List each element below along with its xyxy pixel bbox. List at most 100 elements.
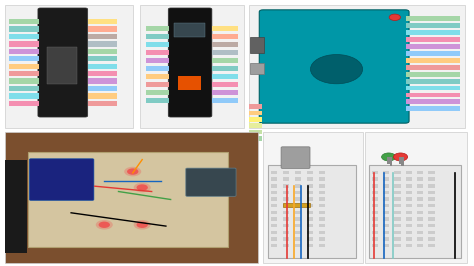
- Bar: [283, 237, 289, 241]
- Bar: [249, 123, 262, 128]
- Bar: [406, 86, 460, 90]
- Bar: [394, 244, 401, 247]
- Bar: [319, 224, 325, 227]
- Bar: [212, 42, 238, 47]
- Bar: [394, 231, 401, 234]
- Bar: [295, 171, 301, 174]
- Bar: [428, 224, 435, 227]
- Bar: [295, 224, 301, 227]
- Bar: [295, 197, 301, 201]
- Bar: [406, 99, 460, 104]
- Bar: [9, 49, 39, 54]
- Bar: [372, 237, 378, 241]
- Circle shape: [96, 220, 113, 230]
- Bar: [212, 26, 238, 31]
- Bar: [319, 244, 325, 247]
- Bar: [319, 231, 325, 234]
- Bar: [88, 26, 117, 32]
- Bar: [9, 93, 39, 99]
- Bar: [146, 74, 169, 79]
- Bar: [146, 42, 169, 47]
- Bar: [428, 211, 435, 214]
- Bar: [307, 171, 313, 174]
- Bar: [406, 79, 460, 84]
- Bar: [283, 191, 289, 194]
- FancyBboxPatch shape: [38, 8, 88, 117]
- FancyBboxPatch shape: [249, 5, 465, 128]
- Bar: [283, 177, 289, 181]
- Bar: [394, 204, 401, 207]
- Bar: [249, 130, 262, 134]
- Bar: [406, 191, 412, 194]
- Bar: [394, 217, 401, 221]
- Bar: [406, 217, 412, 221]
- Bar: [406, 58, 460, 63]
- Bar: [271, 197, 277, 201]
- Bar: [9, 86, 39, 91]
- Bar: [428, 191, 435, 194]
- Bar: [319, 211, 325, 214]
- Bar: [372, 231, 378, 234]
- FancyBboxPatch shape: [168, 8, 212, 117]
- Bar: [88, 64, 117, 69]
- Bar: [319, 217, 325, 221]
- Circle shape: [99, 222, 110, 228]
- Bar: [394, 197, 401, 201]
- Bar: [406, 30, 460, 35]
- Bar: [295, 177, 301, 181]
- Bar: [406, 72, 460, 77]
- Bar: [394, 191, 401, 194]
- Bar: [417, 204, 423, 207]
- Bar: [283, 184, 289, 188]
- Bar: [406, 106, 460, 111]
- Bar: [271, 211, 277, 214]
- Circle shape: [134, 220, 151, 230]
- Bar: [5, 132, 258, 263]
- Bar: [283, 204, 289, 207]
- Bar: [383, 231, 389, 234]
- Bar: [295, 191, 301, 194]
- FancyBboxPatch shape: [29, 159, 94, 200]
- Bar: [212, 50, 238, 55]
- Bar: [146, 50, 169, 55]
- Bar: [212, 34, 238, 39]
- Bar: [406, 204, 412, 207]
- Bar: [9, 41, 39, 47]
- Bar: [295, 231, 301, 234]
- Bar: [88, 86, 117, 91]
- Bar: [307, 211, 313, 214]
- Bar: [406, 23, 460, 28]
- Circle shape: [137, 184, 148, 191]
- Bar: [9, 26, 39, 32]
- Circle shape: [124, 167, 141, 176]
- Bar: [307, 217, 313, 221]
- Bar: [417, 177, 423, 181]
- Bar: [295, 237, 301, 241]
- Bar: [319, 171, 325, 174]
- Bar: [283, 203, 310, 207]
- Bar: [283, 217, 289, 221]
- Bar: [428, 244, 435, 247]
- Bar: [406, 177, 412, 181]
- Bar: [417, 237, 423, 241]
- Bar: [319, 204, 325, 207]
- Bar: [383, 197, 389, 201]
- Bar: [9, 101, 39, 106]
- FancyBboxPatch shape: [140, 5, 244, 128]
- Bar: [88, 71, 117, 76]
- Circle shape: [389, 14, 401, 20]
- Bar: [146, 26, 169, 31]
- Bar: [212, 98, 238, 103]
- Bar: [271, 231, 277, 234]
- Bar: [369, 165, 461, 258]
- Bar: [394, 224, 401, 227]
- Bar: [406, 244, 412, 247]
- Bar: [283, 231, 289, 234]
- Bar: [406, 237, 412, 241]
- Bar: [406, 171, 412, 174]
- Bar: [394, 171, 401, 174]
- FancyBboxPatch shape: [259, 10, 409, 123]
- Bar: [283, 244, 289, 247]
- Bar: [295, 217, 301, 221]
- Bar: [295, 184, 301, 188]
